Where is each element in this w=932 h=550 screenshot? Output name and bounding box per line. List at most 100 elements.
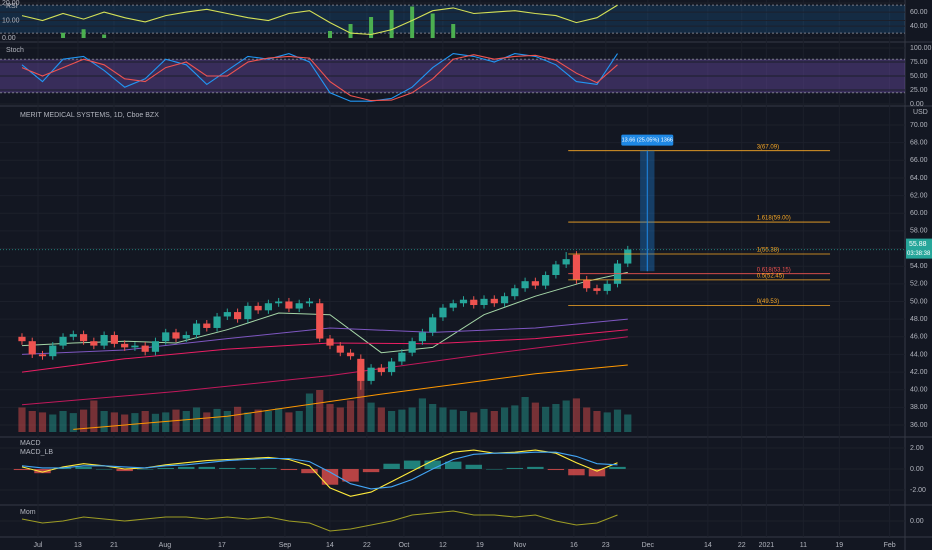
fib-label: 0.5(52.45) (757, 273, 784, 279)
histogram-bar (430, 13, 435, 38)
y-tick-label: 44.00 (910, 351, 928, 358)
histogram-bar (410, 6, 415, 38)
candle-body (305, 301, 314, 304)
macd-histogram (75, 466, 92, 469)
candle-body (542, 275, 550, 286)
x-tick-label: 2021 (759, 542, 775, 549)
volume-bar (439, 407, 447, 432)
candle-body (624, 249, 632, 264)
y-tick-label: 60.00 (910, 210, 928, 217)
candle-body (326, 338, 334, 346)
macd-histogram (13, 468, 31, 471)
volume-bar (418, 398, 427, 432)
volume-bar (28, 411, 36, 432)
volume-bar (624, 414, 632, 432)
y-tick-label: 58.00 (910, 228, 928, 235)
measure-label: 13.66 (25.05%) 1366 (622, 138, 673, 144)
macd-histogram (136, 468, 154, 470)
candle-body (336, 345, 344, 353)
unit-label: USD (913, 109, 928, 116)
candle-body (367, 367, 375, 381)
candle-body (244, 305, 252, 320)
volume-bar (79, 409, 88, 432)
moving-average (21, 336, 628, 406)
volume-bar (234, 406, 242, 432)
volume-bar (377, 407, 385, 432)
volume-bar (449, 409, 457, 432)
macd-histogram (506, 467, 524, 469)
macd-histogram (527, 466, 544, 469)
volume-bar (141, 411, 149, 432)
volume-bar (275, 408, 283, 432)
volume-bar (326, 404, 334, 432)
y-tick-label: 52.00 (910, 281, 928, 288)
x-tick-label: 14 (704, 542, 712, 549)
price-axis (905, 0, 932, 550)
candle-body (192, 323, 201, 336)
candle-body (408, 341, 416, 353)
y-tick-label: 0.00 (910, 466, 924, 473)
volume-bar (69, 413, 77, 432)
volume-bar (336, 407, 344, 432)
x-tick-label: Jul (34, 542, 43, 549)
candle-body (490, 298, 498, 304)
candle-body (151, 341, 160, 352)
macd-histogram (403, 460, 421, 469)
candle-body (90, 341, 98, 346)
volume-bar (521, 397, 529, 432)
macd-histogram (34, 468, 51, 474)
candle-body (459, 299, 468, 304)
countdown-label: 03:38:38 (907, 251, 931, 257)
y-tick-label: 62.00 (910, 192, 928, 199)
volume-bar (151, 413, 160, 432)
candle-body (285, 301, 293, 309)
volume-bar (367, 402, 375, 432)
candle-body (79, 334, 88, 342)
volume-bar (38, 412, 47, 432)
macd-histogram (465, 464, 482, 469)
macd-histogram (157, 467, 174, 469)
volume-bar (480, 408, 488, 432)
volume-bar (562, 400, 570, 432)
pane-title: RSI (6, 3, 18, 10)
x-tick-label: 11 (800, 542, 807, 549)
volume-bar (346, 400, 355, 432)
y-tick-label: 40.00 (910, 387, 928, 394)
candle-body (480, 298, 488, 306)
y-tick-label: 20.00 (2, 0, 20, 7)
last-price-box (906, 238, 932, 259)
histogram-bar (389, 10, 394, 38)
candle-body (234, 312, 242, 320)
volume-bar (388, 411, 396, 432)
macd-histogram (54, 467, 72, 469)
volume-bar (593, 411, 601, 432)
x-tick-label: Feb (884, 542, 896, 549)
volume-bar (583, 407, 591, 432)
candle-body (213, 316, 221, 328)
candle-body (203, 323, 211, 328)
candle-body (388, 361, 396, 373)
y-tick-label: 40.00 (910, 23, 928, 30)
indicator-line (21, 510, 618, 532)
candle-body (182, 335, 190, 339)
y-tick-label: 50.00 (910, 298, 928, 305)
volume-bar (254, 409, 262, 432)
candle-body (357, 358, 365, 381)
y-tick-label: 0.00 (910, 101, 924, 108)
candle-body (429, 317, 437, 333)
volume-bar (531, 402, 539, 432)
macd-histogram (568, 468, 585, 476)
y-tick-label: 46.00 (910, 334, 928, 341)
x-tick-label: 22 (363, 542, 371, 549)
candle-body (100, 335, 108, 346)
macd-histogram (116, 468, 133, 472)
candle-body (346, 352, 355, 357)
volume-bar (121, 414, 129, 432)
macd-histogram (588, 468, 606, 477)
candle-body (439, 307, 447, 318)
macd-histogram (609, 466, 626, 469)
fib-label: 1.618(59.00) (757, 216, 791, 222)
x-tick-label: 16 (570, 542, 578, 549)
volume-bar (285, 412, 293, 432)
